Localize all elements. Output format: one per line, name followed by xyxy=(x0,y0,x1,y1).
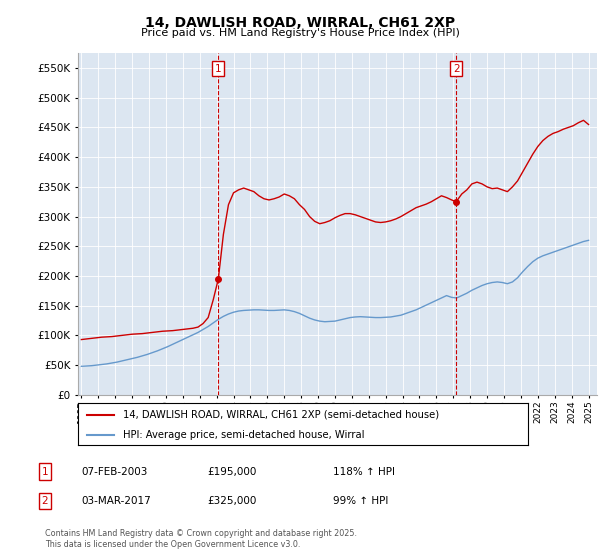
Text: Contains HM Land Registry data © Crown copyright and database right 2025.
This d: Contains HM Land Registry data © Crown c… xyxy=(45,529,357,549)
Text: 14, DAWLISH ROAD, WIRRAL, CH61 2XP (semi-detached house): 14, DAWLISH ROAD, WIRRAL, CH61 2XP (semi… xyxy=(123,409,439,419)
Text: 03-MAR-2017: 03-MAR-2017 xyxy=(81,496,151,506)
Text: £325,000: £325,000 xyxy=(207,496,256,506)
Text: 1: 1 xyxy=(41,466,49,477)
Text: HPI: Average price, semi-detached house, Wirral: HPI: Average price, semi-detached house,… xyxy=(123,430,365,440)
Text: 118% ↑ HPI: 118% ↑ HPI xyxy=(333,466,395,477)
Text: 2: 2 xyxy=(453,64,460,73)
Text: 1: 1 xyxy=(215,64,221,73)
Text: 07-FEB-2003: 07-FEB-2003 xyxy=(81,466,148,477)
Text: 14, DAWLISH ROAD, WIRRAL, CH61 2XP: 14, DAWLISH ROAD, WIRRAL, CH61 2XP xyxy=(145,16,455,30)
Text: Price paid vs. HM Land Registry's House Price Index (HPI): Price paid vs. HM Land Registry's House … xyxy=(140,28,460,38)
Text: £195,000: £195,000 xyxy=(207,466,256,477)
Text: 99% ↑ HPI: 99% ↑ HPI xyxy=(333,496,388,506)
Text: 2: 2 xyxy=(41,496,49,506)
